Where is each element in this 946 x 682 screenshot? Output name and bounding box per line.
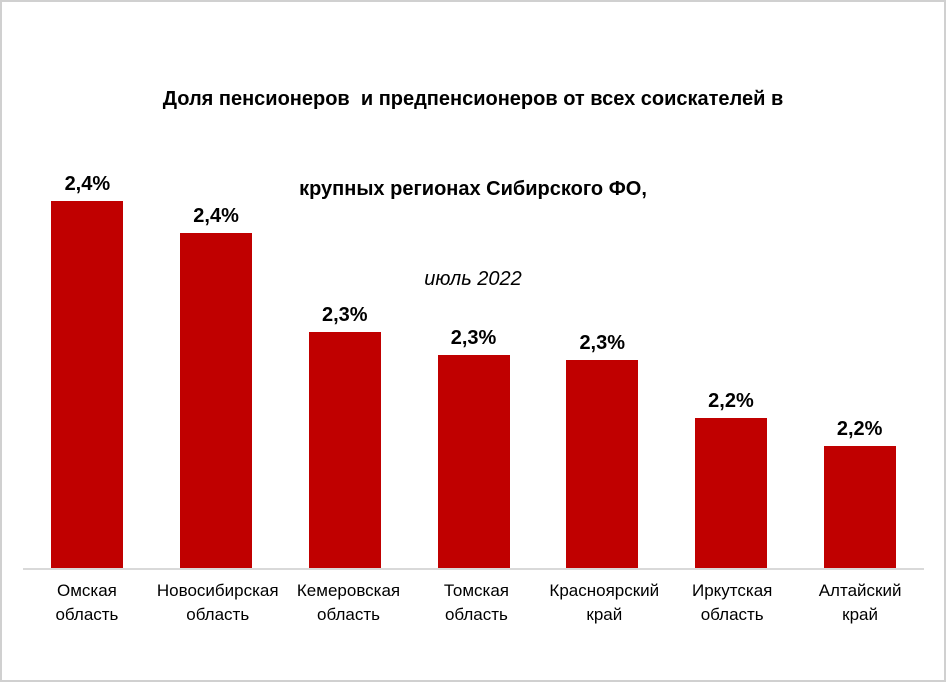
- bar-column: 2,3%: [280, 152, 409, 568]
- chart-subtitle: июль 2022: [424, 268, 522, 290]
- bar-value-label: 2,3%: [322, 304, 368, 326]
- bar-value-label: 2,3%: [579, 332, 626, 354]
- bar: [308, 332, 381, 568]
- bar: [823, 446, 896, 568]
- category-label: Томская область: [443, 581, 509, 624]
- x-axis-line: [23, 568, 924, 570]
- bar: [694, 418, 767, 568]
- bar: [437, 355, 510, 568]
- bar-column: 2,4%: [152, 152, 281, 568]
- chart-title: Доля пенсионеров и предпенсионеров от вс…: [2, 24, 944, 354]
- bar-value-label: 2,4%: [193, 205, 239, 227]
- bar-column: 2,3%: [409, 152, 538, 568]
- category-label: Иркутская область: [692, 581, 773, 624]
- bar: [180, 233, 253, 568]
- category-axis: Омская область Новосибирская область Кемер…: [23, 579, 924, 627]
- bar-value-label: 2,3%: [450, 327, 497, 349]
- category-label: Омская область: [55, 581, 119, 624]
- bar-column: 2,2%: [795, 152, 924, 568]
- bar: [51, 201, 124, 568]
- bar-value-label: 2,4%: [64, 173, 111, 195]
- category-label: Красноярский край: [549, 581, 660, 624]
- bar-column: 2,3%: [538, 152, 667, 568]
- category-label: Новосибирская область: [156, 581, 279, 624]
- plot-area: 2,4% 2,4% 2,3% 2,3% 2,3% 2,2% 2,2%: [23, 152, 924, 568]
- bar-column: 2,4%: [23, 152, 152, 568]
- category-label: Кемеровская область: [296, 581, 401, 624]
- chart-title-line2: крупных регионах Сибирского ФО,: [299, 178, 647, 200]
- bar-column: 2,2%: [667, 152, 796, 568]
- chart-title-line1: Доля пенсионеров и предпенсионеров от вс…: [162, 88, 784, 110]
- bar-value-label: 2,2%: [836, 418, 883, 440]
- bar: [566, 360, 639, 568]
- category-label: Алтайский край: [818, 581, 902, 624]
- bar-value-label: 2,2%: [708, 390, 754, 412]
